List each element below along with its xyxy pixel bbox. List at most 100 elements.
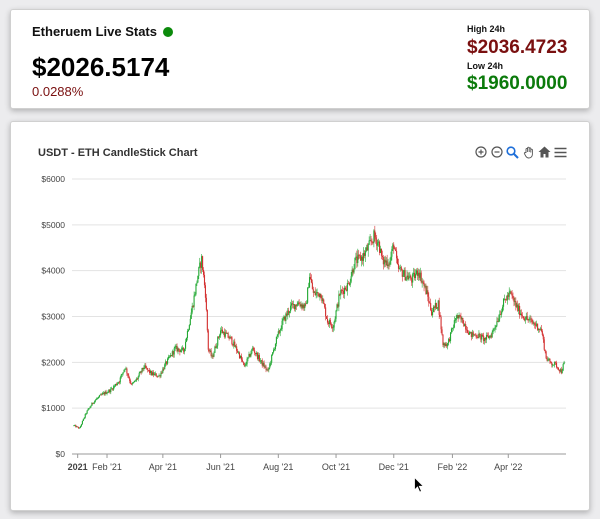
candle-body [394,247,396,250]
candle-body [76,426,78,428]
candle-body [426,290,428,295]
candle [499,310,501,322]
candle-body [401,270,403,277]
candle-body [152,372,154,376]
candle-body [94,400,96,403]
candle-body [119,377,121,383]
candle-body [191,305,193,313]
candle [345,285,347,292]
candle-body [494,327,496,329]
candle-body [178,348,180,350]
candle [316,288,318,298]
candle [329,317,331,326]
candle-body [255,352,258,355]
candle [552,363,554,368]
pan-hand-icon[interactable] [522,145,535,159]
candle-body [185,341,187,349]
candle-body [560,369,562,374]
candle-body [512,295,514,298]
candle-body [162,368,164,373]
candle [414,269,417,281]
candle-body [346,282,348,291]
candle [348,282,350,286]
candle-body [142,367,144,370]
candle-body [538,329,540,331]
candle-body [450,328,453,333]
candle-body [465,324,467,330]
candle [543,336,545,351]
candle [396,255,399,265]
candle [304,302,306,311]
candle-body [308,287,310,289]
live-status-dot-icon [163,26,173,37]
candle-body [177,348,179,352]
candle-body [498,318,500,322]
candle-body [469,331,471,333]
candle [294,304,296,312]
zoom-selection-icon[interactable] [506,145,519,159]
candle-body [417,272,419,276]
candle-body [379,248,382,253]
candle [465,321,467,333]
candle-body [115,384,118,385]
candle-body [472,332,474,336]
candle-body [362,253,365,261]
low-24h-label: Low 24h [467,61,504,71]
candle-body [138,373,140,377]
candle-body [187,329,189,332]
candle [278,329,280,335]
candle [272,352,274,356]
menu-icon[interactable] [554,145,567,159]
candle [81,420,83,425]
candle-body [332,327,334,329]
candle-body [213,352,215,357]
candle [527,318,529,323]
candle [236,343,238,354]
candle [266,368,268,371]
candle [144,363,146,370]
candle [457,315,459,322]
candle-body [366,247,368,251]
candle [438,297,440,319]
candle [537,323,539,331]
candle-body [427,290,429,297]
candle [425,283,427,295]
candle-body [354,257,356,270]
candle [518,303,520,315]
candle-body [508,291,510,297]
candle [363,250,365,259]
candle [79,427,81,429]
candle [327,320,330,327]
candle [114,383,117,388]
candle-body [202,269,205,275]
candlestick-chart[interactable]: $0 $1000 $2000 $3000 $4000 $5000 $6000 2021 Feb… [11,122,589,510]
candle-body [248,354,250,358]
candle [261,358,263,368]
candle-body [186,331,189,338]
home-reset-icon[interactable] [538,145,551,159]
candle-body [132,382,135,384]
candle-body [432,306,435,313]
candle-body [326,316,328,319]
zoom-out-icon[interactable] [490,145,503,159]
zoom-in-icon[interactable] [474,145,487,159]
candle [120,373,122,379]
candle [76,425,78,428]
candle [239,355,242,359]
candle-body [96,398,98,400]
candle [141,367,143,374]
candle-body [430,303,432,311]
y-tick-label: $2000 [41,357,65,367]
chart-grid [72,178,566,455]
candle-body [385,260,387,263]
candle-body [224,332,226,337]
candle-body [375,237,377,240]
candle [285,312,287,324]
candle-body [436,307,438,309]
candle-body [202,256,204,270]
candle-body [424,285,426,287]
candle-body [212,355,214,357]
candle [360,251,362,262]
candle [267,367,269,372]
candle [374,225,376,242]
